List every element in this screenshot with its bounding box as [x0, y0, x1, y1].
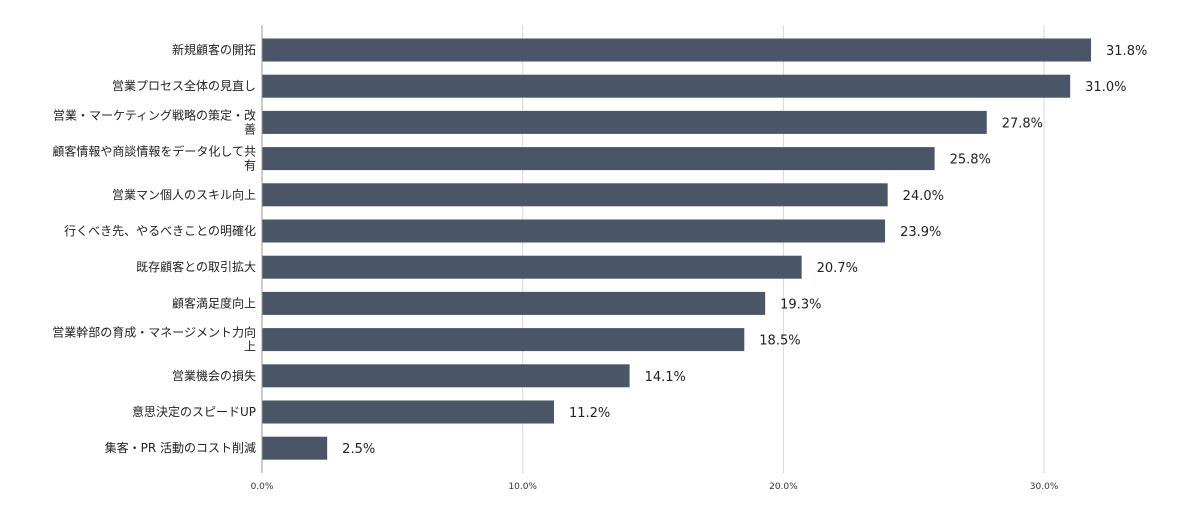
category-label: 意思決定のスピードUP: [132, 404, 256, 419]
category-label: 行くべき先、やるべきことの明確化: [64, 223, 256, 238]
bar: [262, 364, 630, 388]
x-tick-label: 10.0%: [508, 482, 537, 492]
bar: [262, 38, 1092, 62]
category-label: 営業マン個人のスキル向上: [112, 187, 256, 202]
data-label: 19.3%: [780, 297, 821, 312]
category-label: 営業機会の損失: [172, 368, 256, 383]
data-label: 27.8%: [1002, 116, 1043, 131]
category-label: 顧客情報や商談情報をデータ化して共有: [52, 144, 256, 173]
bar: [262, 74, 1071, 98]
bar: [262, 110, 987, 134]
data-label: 18.5%: [759, 334, 800, 349]
data-label: 20.7%: [817, 261, 858, 276]
category-label: 営業プロセス全体の見直し: [112, 78, 256, 93]
bar: [262, 183, 888, 207]
bar: [262, 400, 554, 424]
category-label: 営業幹部の育成・マネージメント力向上: [52, 325, 256, 354]
data-label: 14.1%: [645, 370, 686, 385]
data-label: 23.9%: [900, 225, 941, 240]
x-tick-label: 20.0%: [769, 482, 798, 492]
category-label: 既存顧客との取引拡大: [136, 259, 256, 274]
bar: [262, 436, 328, 460]
bar: [262, 328, 745, 352]
data-label: 24.0%: [903, 189, 944, 204]
category-label: 顧客満足度向上: [172, 295, 256, 310]
bar: [262, 255, 802, 279]
data-label: 31.0%: [1085, 80, 1126, 95]
category-label: 営業・マーケティング戦略の策定・改善: [53, 107, 256, 136]
data-label: 31.8%: [1106, 44, 1147, 59]
data-label: 25.8%: [950, 153, 991, 168]
bar: [262, 291, 766, 315]
x-tick-label: 30.0%: [1030, 482, 1059, 492]
bar: [262, 147, 935, 171]
data-label: 2.5%: [342, 442, 375, 457]
x-tick-label: 0.0%: [251, 482, 274, 492]
category-label: 新規顧客の開拓: [172, 42, 256, 57]
category-label: 集客・PR 活動のコスト削減: [105, 440, 256, 455]
bar: [262, 219, 886, 243]
data-label: 11.2%: [569, 406, 610, 421]
